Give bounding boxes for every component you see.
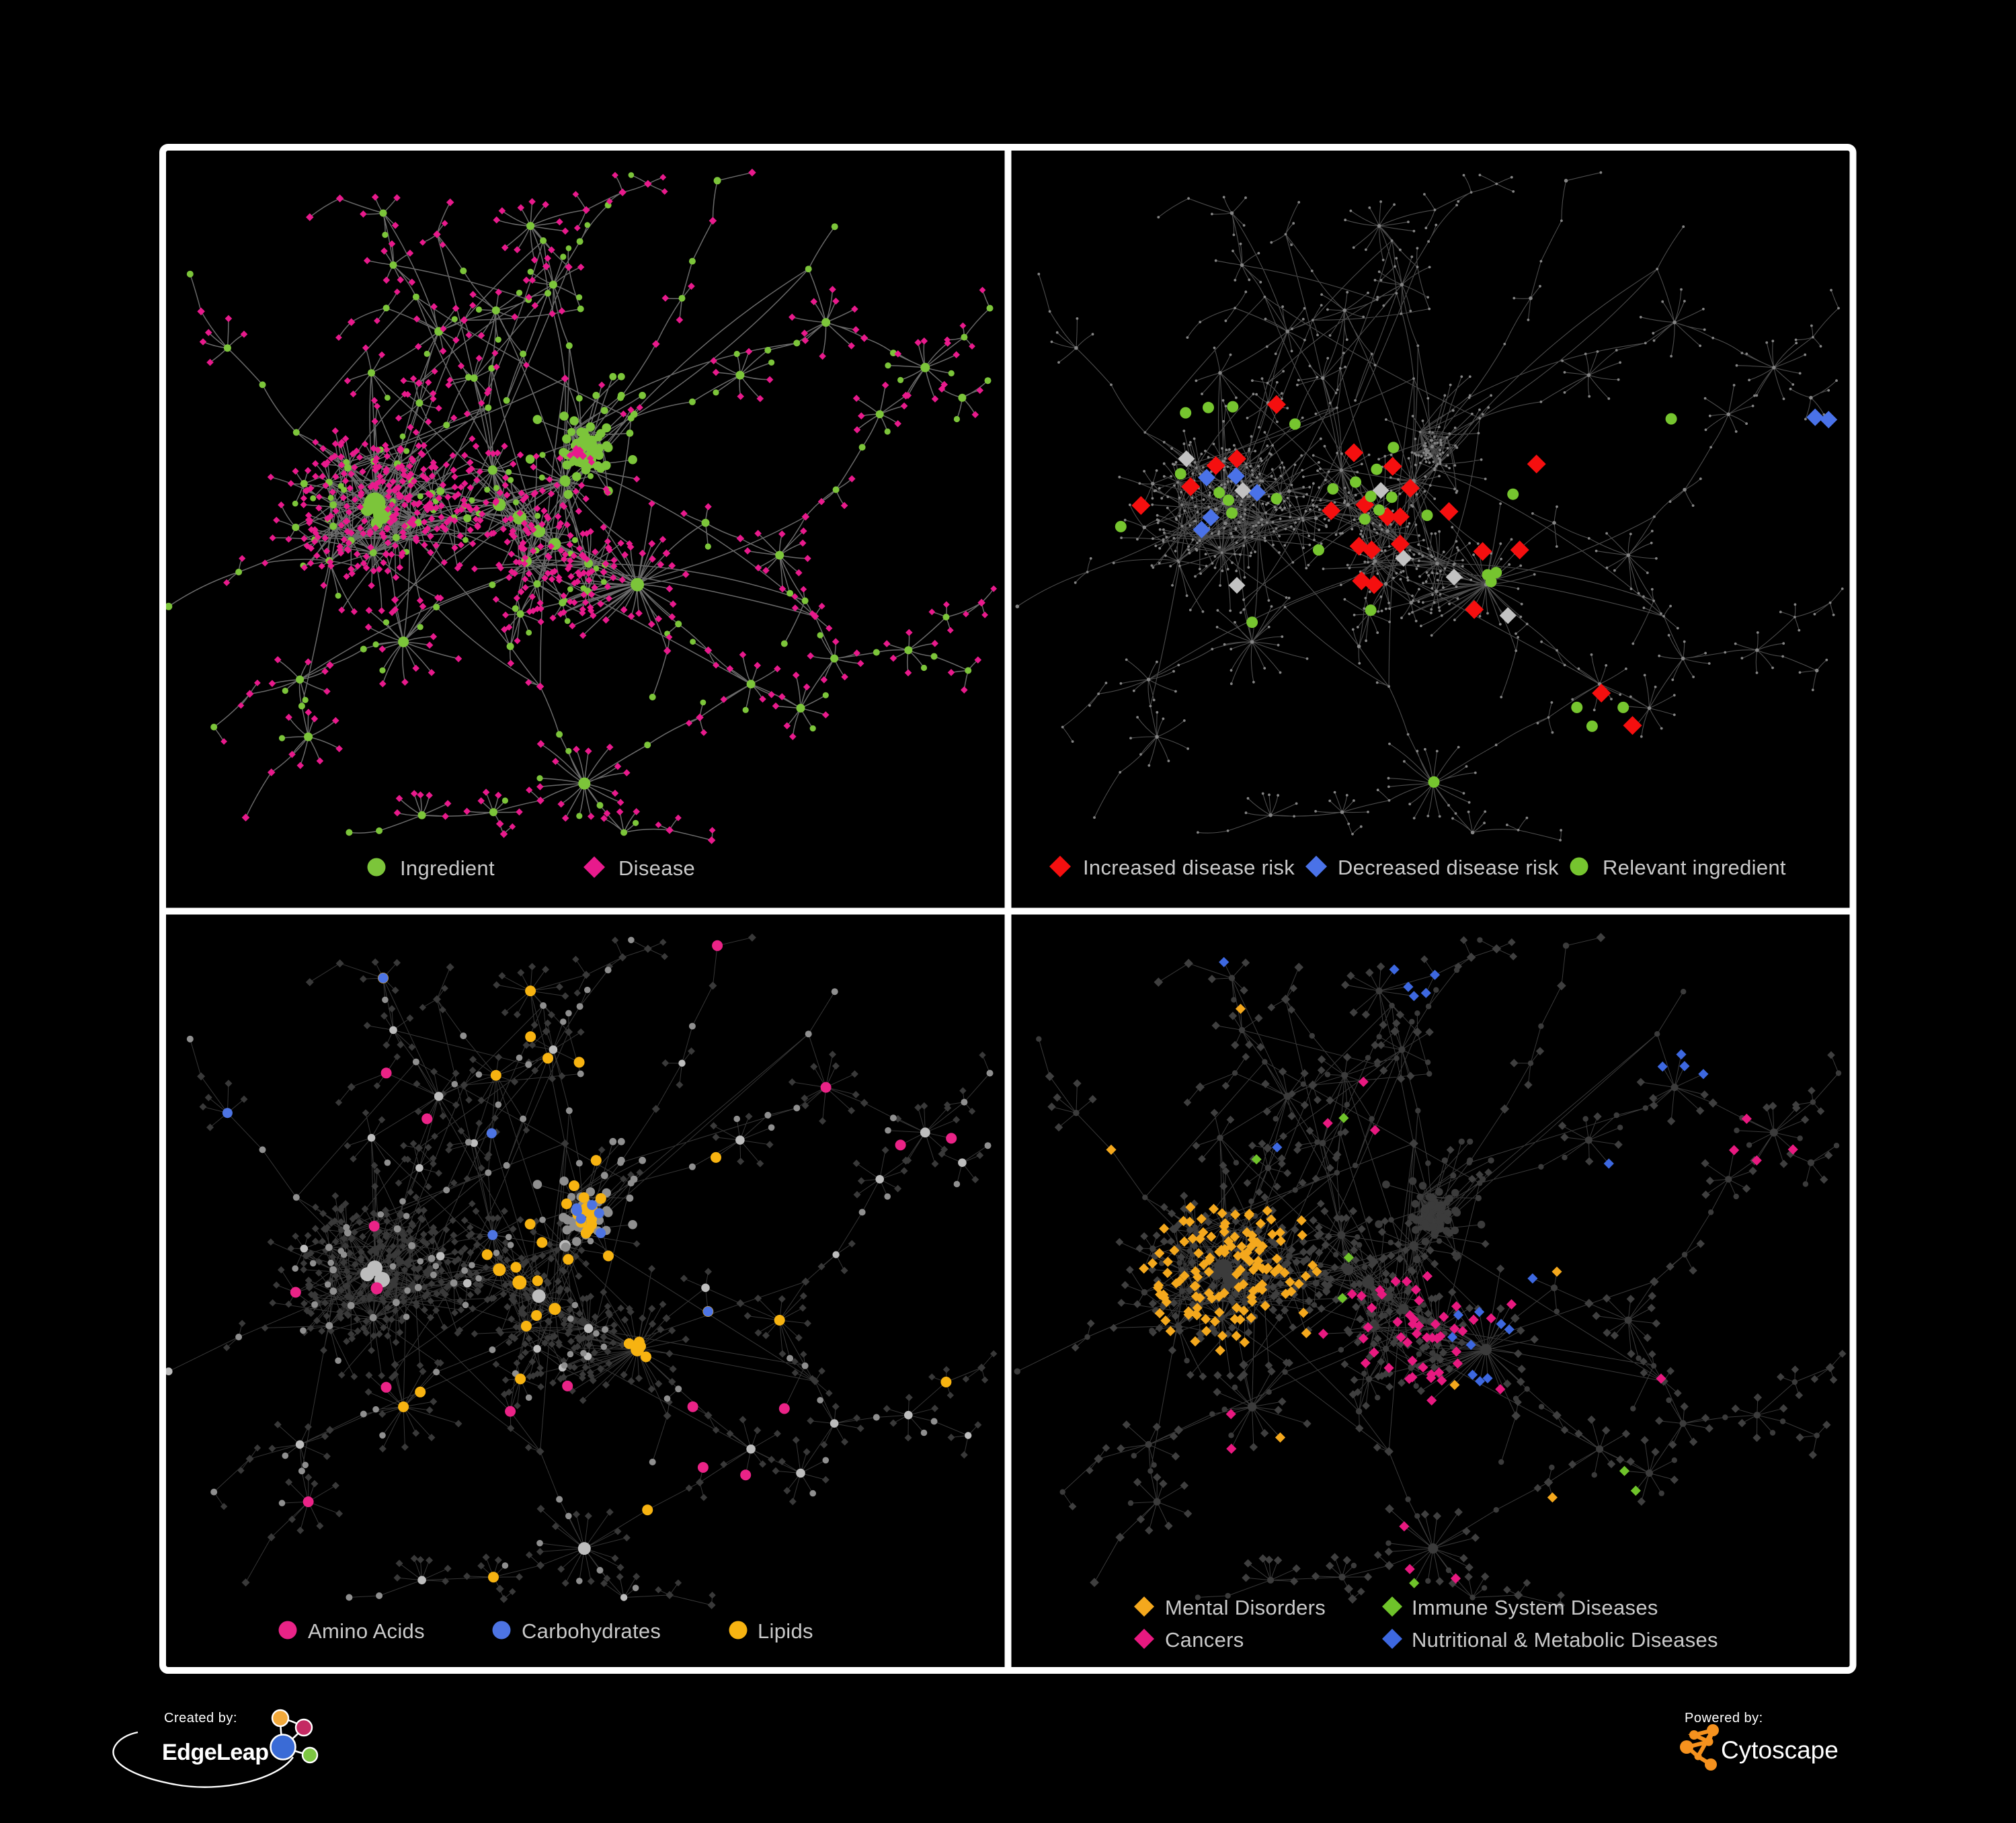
svg-text:Powered by:: Powered by: (1685, 1711, 1763, 1726)
svg-text:Disease: Disease (618, 856, 695, 880)
svg-text:Cytoscape: Cytoscape (1721, 1736, 1839, 1764)
svg-text:Immune System Diseases: Immune System Diseases (1412, 1596, 1658, 1619)
svg-text:Relevant ingredient: Relevant ingredient (1603, 856, 1786, 879)
svg-text:Nutritional & Metabolic Diseas: Nutritional & Metabolic Diseases (1412, 1628, 1718, 1652)
svg-text:Decreased disease risk: Decreased disease risk (1338, 856, 1559, 879)
svg-text:Ingredient: Ingredient (400, 856, 495, 880)
svg-text:Carbohydrates: Carbohydrates (522, 1619, 661, 1643)
svg-text:Lipids: Lipids (758, 1619, 813, 1643)
svg-text:Increased disease risk: Increased disease risk (1083, 856, 1295, 879)
svg-text:EdgeLeap: EdgeLeap (162, 1740, 268, 1765)
svg-text:Cancers: Cancers (1165, 1628, 1244, 1652)
svg-text:Created by:: Created by: (164, 1711, 237, 1726)
svg-text:Amino Acids: Amino Acids (308, 1619, 425, 1643)
svg-text:Mental Disorders: Mental Disorders (1165, 1596, 1326, 1619)
